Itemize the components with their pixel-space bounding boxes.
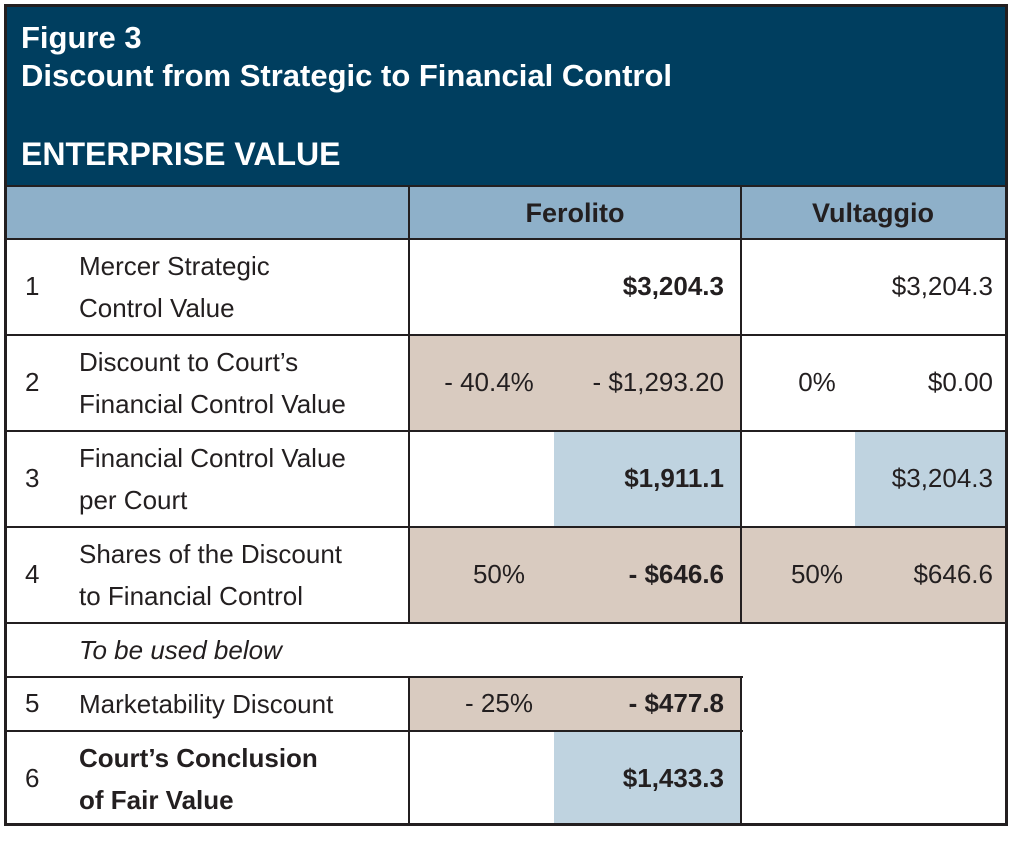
row6-label: Court’s Conclusion of Fair Value	[79, 737, 318, 821]
row2-vultaggio-value: $0.00	[927, 367, 993, 397]
row1-label-line1: Mercer Strategic	[79, 251, 270, 281]
rule-note	[7, 676, 743, 678]
row4-ferolito-value: - $646.6	[628, 559, 724, 589]
row4-vultaggio-pct: 50%	[790, 559, 844, 589]
rule-col-vultaggio-lower	[740, 676, 742, 823]
rule-col-ferolito	[408, 186, 410, 623]
figure-frame: Figure 3 Discount from Strategic to Fina…	[4, 4, 1008, 826]
row6-ferolito-value: $1,433.3	[622, 763, 724, 793]
row2-label: Discount to Court’s Financial Control Va…	[79, 341, 346, 425]
row2-vultaggio-pct: 0%	[798, 367, 836, 397]
row4-label: Shares of the Discount to Financial Cont…	[79, 533, 342, 617]
note-to-be-used-below: To be used below	[79, 634, 282, 665]
row2-number: 2	[25, 367, 40, 397]
row4-ferolito-pct: 50%	[472, 559, 526, 589]
section-subtitle: ENTERPRISE VALUE	[21, 136, 341, 172]
row1-ferolito-value: $3,204.3	[622, 271, 724, 301]
row5-number: 5	[25, 688, 40, 718]
row4-label-line2: to Financial Control	[79, 581, 303, 611]
row4-vultaggio-value: $646.6	[913, 559, 993, 589]
row4-vultaggio-fill	[741, 527, 1005, 623]
figure-number: Figure 3	[21, 20, 142, 55]
row5-ferolito-value: - $477.8	[628, 688, 724, 718]
figure-header: Figure 3 Discount from Strategic to Fina…	[7, 7, 1005, 186]
row6-label-line1: Court’s Conclusion	[79, 743, 318, 773]
row1-label-line2: Control Value	[79, 293, 235, 323]
row3-number: 3	[25, 463, 40, 493]
row3-vultaggio-fill	[855, 431, 1005, 527]
row3-label-line2: per Court	[79, 485, 188, 515]
column-header-blank	[7, 186, 409, 240]
row2-label-line1: Discount to Court’s	[79, 347, 299, 377]
column-header-vultaggio: Vultaggio	[741, 186, 1005, 240]
rule-row3	[7, 526, 1005, 528]
row6-label-line2: of Fair Value	[79, 785, 234, 815]
row1-label: Mercer Strategic Control Value	[79, 245, 270, 329]
rule-row1	[7, 334, 1005, 336]
row5-label: Marketability Discount	[79, 688, 334, 719]
row3-vultaggio-value: $3,204.3	[891, 463, 993, 493]
row2-ferolito-fill	[409, 335, 741, 431]
row3-label-line1: Financial Control Value	[79, 443, 346, 473]
figure-title: Discount from Strategic to Financial Con…	[21, 58, 673, 93]
row6-ferolito-fill	[554, 731, 741, 823]
row5-ferolito-pct: - 25%	[465, 688, 533, 718]
rule-col-ferolito-lower	[408, 676, 410, 823]
row2-label-line2: Financial Control Value	[79, 389, 346, 419]
row6-number: 6	[25, 763, 40, 793]
row1-number: 1	[25, 271, 40, 301]
row2-ferolito-value: - $1,293.20	[592, 367, 724, 397]
row4-number: 4	[25, 559, 40, 589]
row4-label-line1: Shares of the Discount	[79, 539, 343, 569]
row3-ferolito-value: $1,911.1	[624, 463, 724, 493]
row3-label: Financial Control Value per Court	[79, 437, 346, 521]
row2-ferolito-pct: - 40.4%	[444, 367, 534, 397]
rule-row2	[7, 430, 1005, 432]
rule-row4	[7, 622, 1005, 624]
row3-ferolito-fill	[554, 431, 741, 527]
row4-ferolito-fill	[409, 527, 741, 623]
rule-row5	[7, 730, 743, 732]
column-header-ferolito: Ferolito	[409, 186, 741, 240]
row5-ferolito-fill	[409, 677, 741, 731]
rule-under-header	[7, 185, 1005, 187]
row1-vultaggio-value: $3,204.3	[891, 271, 993, 301]
rule-col-vultaggio	[740, 186, 742, 623]
rule-under-columns	[7, 238, 1005, 240]
